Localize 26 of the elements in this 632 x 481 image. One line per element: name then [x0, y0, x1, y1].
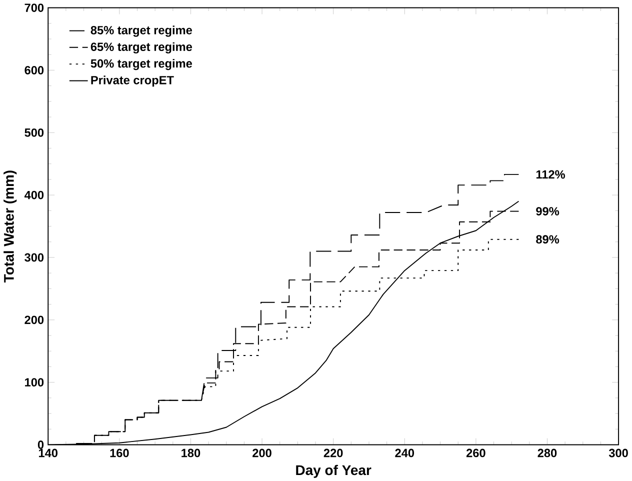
x-tick-label: 280	[538, 448, 557, 457]
x-tick-label: 220	[324, 448, 343, 457]
x-tick-label: 260	[466, 448, 486, 457]
y-axis-title: Total Water (mm)	[4, 170, 17, 282]
legend-label: Private cropET	[91, 75, 174, 86]
y-tick-label: 200	[24, 315, 44, 324]
y-tick-label: 600	[24, 66, 44, 74]
x-tick-label: 200	[252, 448, 272, 457]
x-tick-label: 300	[608, 448, 628, 457]
x-tick-label: 140	[38, 448, 58, 457]
y-tick-label: 400	[24, 190, 44, 199]
y-tick-label: 300	[24, 253, 44, 262]
x-tick-label: 180	[182, 448, 200, 457]
annotation: 89%	[536, 234, 560, 244]
legend-label: 50% target regime	[90, 58, 192, 70]
y-tick-label: 700	[24, 3, 44, 12]
legend-label: 85% target regime	[90, 25, 192, 37]
annotation: 99%	[536, 206, 560, 216]
y-tick-label: 100	[25, 378, 44, 386]
x-tick-label: 240	[395, 448, 414, 457]
y-tick-label: 500	[24, 128, 44, 137]
x-axis-title: Day of Year	[296, 464, 372, 478]
annotation: 112%	[536, 170, 566, 178]
x-tick-label: 160	[110, 448, 129, 457]
y-tick-label: 0	[38, 440, 44, 449]
legend-label: 65% target regime	[90, 42, 192, 54]
